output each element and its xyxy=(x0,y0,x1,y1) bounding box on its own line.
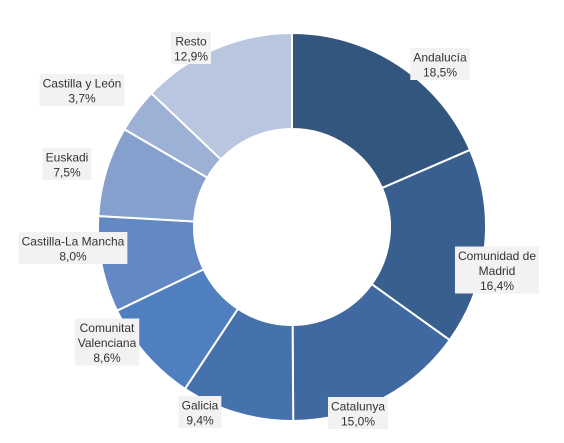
data-label-value: 15,0% xyxy=(341,415,375,429)
data-label-category: Galicia xyxy=(182,399,219,413)
data-label-category: Comunitat xyxy=(80,321,135,335)
data-label-value: 9,4% xyxy=(186,414,214,428)
data-label-category: Andalucía xyxy=(413,51,467,65)
data-label-category: Catalunya xyxy=(331,400,385,414)
data-label-value: 18,5% xyxy=(423,66,457,80)
slice-andalucia xyxy=(291,31,472,190)
slice-resto xyxy=(150,31,293,161)
data-label-value: 3,7% xyxy=(68,92,96,106)
data-label-value: 8,6% xyxy=(93,351,121,365)
data-label-value: 7,5% xyxy=(53,166,81,180)
data-label-category: Valenciana xyxy=(78,336,137,350)
data-label-value: 16,4% xyxy=(480,279,514,293)
data-label-category: Comunidad de xyxy=(458,249,536,263)
chart-slices xyxy=(97,31,487,423)
data-label-category: Castilla y León xyxy=(43,77,122,91)
data-label-category: Euskadi xyxy=(46,151,89,165)
data-label-category: Resto xyxy=(175,35,207,49)
data-label-category: Madrid xyxy=(479,264,516,278)
data-label-value: 12,9% xyxy=(174,50,208,64)
data-label-category: Castilla-La Mancha xyxy=(22,235,125,249)
data-label-value: 8,0% xyxy=(59,250,87,264)
